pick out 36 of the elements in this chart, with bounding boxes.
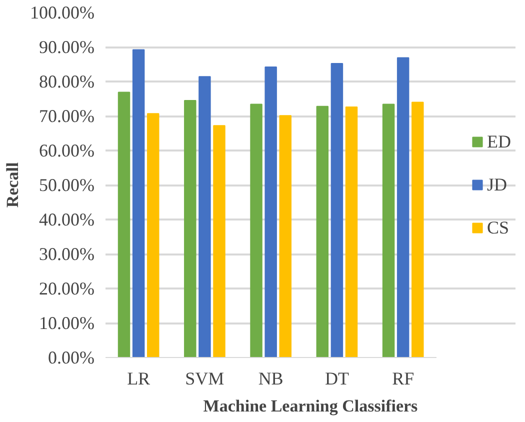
y-tick-label: 30.00% — [39, 244, 95, 264]
y-tick-label: 50.00% — [39, 175, 95, 195]
bar — [213, 125, 226, 358]
bar — [345, 106, 358, 358]
bar — [146, 113, 160, 358]
y-tick-label: 40.00% — [39, 210, 95, 230]
x-tick-label: SVM — [185, 368, 224, 388]
x-tick-label: LR — [127, 368, 150, 388]
y-tick-label: 10.00% — [39, 313, 95, 333]
legend-label: ED — [487, 131, 511, 152]
bar — [118, 92, 130, 358]
y-tick-label: 20.00% — [39, 278, 95, 298]
y-tick-label: 70.00% — [39, 106, 95, 126]
bar — [316, 106, 329, 358]
bar — [382, 104, 395, 358]
bar — [412, 102, 424, 358]
x-axis-title: Machine Learning Classifiers — [203, 396, 418, 416]
y-tick-label: 0.00% — [48, 348, 95, 368]
y-tick-label: 60.00% — [39, 140, 95, 160]
bar — [198, 76, 211, 358]
bar — [396, 57, 410, 358]
y-tick-label: 90.00% — [39, 37, 95, 57]
bar — [250, 104, 262, 358]
legend-label: CS — [487, 217, 510, 238]
bar — [279, 115, 292, 358]
x-tick-label: DT — [324, 368, 349, 388]
x-tick-label: NB — [258, 368, 284, 388]
bar — [264, 66, 277, 358]
bar — [330, 63, 344, 358]
legend-label: JD — [487, 174, 508, 195]
y-axis-title: Recall — [3, 162, 22, 208]
bar — [184, 100, 196, 358]
x-tick-label: RF — [392, 368, 414, 388]
bar — [132, 49, 145, 358]
y-tick-label: 80.00% — [39, 72, 95, 92]
y-tick-label: 100.00% — [30, 2, 95, 22]
